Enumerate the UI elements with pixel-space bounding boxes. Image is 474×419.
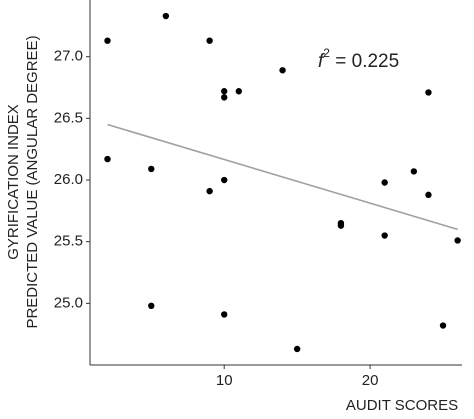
annotation-sup: 2 xyxy=(323,46,330,60)
y-tick-label: 25.5 xyxy=(54,233,83,250)
annotation-base: f xyxy=(318,51,325,72)
point xyxy=(381,232,388,239)
point xyxy=(221,94,228,101)
fit-line xyxy=(107,123,458,231)
point xyxy=(410,168,418,175)
point xyxy=(221,311,228,318)
point xyxy=(221,88,228,95)
annotation: f2 = 0.225 xyxy=(318,46,399,72)
point xyxy=(454,237,461,244)
point xyxy=(439,322,447,329)
y-tick-label: 26.0 xyxy=(54,171,83,188)
point xyxy=(162,12,170,20)
point xyxy=(104,155,111,163)
point xyxy=(293,345,301,353)
point xyxy=(337,222,345,229)
point xyxy=(235,88,242,95)
x-tick-label: 10 xyxy=(216,372,233,389)
point xyxy=(104,37,111,44)
y-tick-label: 25.0 xyxy=(54,294,83,311)
y-axis-label: GYRIFICATION INDEX xyxy=(5,104,22,260)
point xyxy=(425,89,432,96)
point xyxy=(381,179,388,186)
point xyxy=(279,67,286,74)
x-tick-label: 20 xyxy=(362,372,379,389)
y-axis-label: PREDICTED VALUE (ANGULAR DEGREE) xyxy=(24,35,41,328)
y-tick-label: 26.5 xyxy=(54,109,83,126)
point xyxy=(206,187,213,195)
point xyxy=(148,165,155,173)
point xyxy=(221,176,228,184)
annotation-rest: = 0.225 xyxy=(330,51,399,72)
y-tick-label: 27.0 xyxy=(54,48,83,65)
point xyxy=(425,191,432,199)
point xyxy=(206,37,213,44)
point xyxy=(148,302,155,310)
x-axis-label: AUDIT SCORES xyxy=(346,397,458,414)
